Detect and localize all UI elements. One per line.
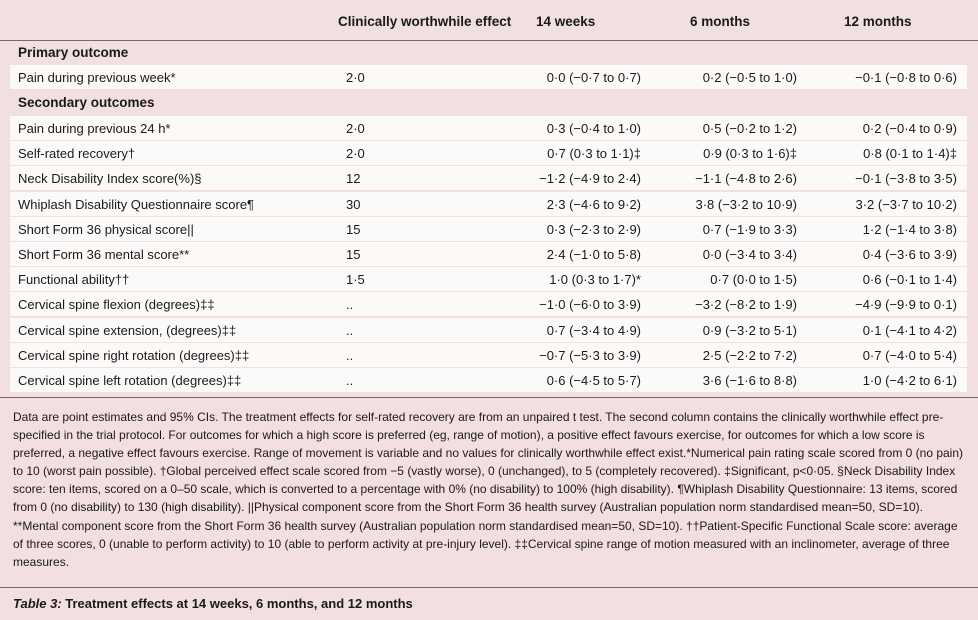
- effect-12-months-cell: 0·1 (−4·1 to 4·2): [862, 322, 957, 338]
- table-row: Cervical spine flexion (degrees)‡‡.. −1·0…: [10, 292, 967, 317]
- effect-12-months-cell: 3·2 (−3·7 to 10·2): [855, 196, 957, 212]
- effect-6-months-cell: 0·7 (−1·9 to 3·3): [702, 221, 797, 237]
- outcome-name-cell: Self-rated recovery†: [18, 146, 136, 162]
- header-worthwhile-effect: Clinically worthwhile effect: [338, 14, 512, 29]
- effect-6-months-cell: −3·2 (−8·2 to 1·9): [695, 297, 797, 313]
- worthwhile-effect-cell: 15: [346, 247, 361, 262]
- effect-6-months-cell: 0·2 (−0·5 to 1·0): [702, 70, 797, 85]
- effect-6-months-cell: 0·0 (−3·4 to 3·4): [702, 247, 797, 262]
- effect-12-months-cell: −0·1 (−3·8 to 3·5): [855, 171, 957, 187]
- effect-14-weeks-cell: 0·7 (0·3 to 1·1)‡: [547, 146, 641, 162]
- table-bottom-divider: [0, 397, 978, 398]
- effect-6-months-cell: 0·5 (−0·2 to 1·2): [702, 121, 797, 136]
- effect-12-months-cell: 0·6 (−0·1 to 1·4): [862, 272, 957, 288]
- outcome-name-cell: Short Form 36 mental score**: [18, 247, 190, 262]
- table-header-row: Clinically worthwhile effect 14 weeks 6 …: [0, 0, 978, 42]
- effect-14-weeks-cell: 2·4 (−1·0 to 5·8): [546, 247, 641, 262]
- worthwhile-effect-cell: 15: [346, 221, 361, 237]
- effect-14-weeks-cell: 2·3 (−4·6 to 9·2): [546, 196, 641, 212]
- worthwhile-effect-cell: 2·0: [346, 146, 365, 162]
- table-row: Cervical spine left rotation (degrees)‡‡…: [10, 368, 967, 392]
- table-row: Pain during previous 24 h* 2·0 0·3 (−0·4 t…: [10, 116, 967, 140]
- secondary-outcomes-heading: Secondary outcomes: [18, 95, 155, 110]
- table-row: Self-rated recovery† 2·0 0·7 (0·3 to 1·1)‡…: [10, 141, 967, 166]
- table-row: Whiplash Disability Questionnaire score¶…: [10, 191, 967, 216]
- outcome-name-cell: Cervical spine left rotation (degrees)‡‡: [18, 373, 242, 388]
- outcome-name-cell: Functional ability††: [18, 272, 130, 288]
- effect-12-months-cell: 0·4 (−3·6 to 3·9): [862, 247, 957, 262]
- worthwhile-effect-cell: ..: [346, 347, 354, 363]
- effect-6-months-cell: 0·9 (−3·2 to 5·1): [702, 322, 797, 338]
- caption-divider: [0, 587, 978, 588]
- effect-14-weeks-cell: −1·0 (−6·0 to 3·9): [539, 297, 641, 313]
- effect-6-months-cell: 0·7 (0·0 to 1·5): [710, 272, 797, 288]
- effect-12-months-cell: 1·2 (−1·4 to 3·8): [862, 221, 957, 237]
- worthwhile-effect-cell: ..: [346, 373, 354, 388]
- caption-label: Table 3:: [13, 596, 62, 611]
- outcome-name-cell: Cervical spine right rotation (degrees)‡…: [18, 347, 250, 363]
- worthwhile-effect-cell: 1·5: [346, 272, 365, 288]
- header-6-months: 6 months: [690, 14, 751, 29]
- effect-14-weeks-cell: 0·3 (−0·4 to 1·0): [546, 121, 641, 136]
- outcome-name-cell: Pain during previous week*: [18, 70, 176, 85]
- effect-14-weeks-cell: −0·7 (−5·3 to 3·9): [539, 347, 641, 363]
- worthwhile-effect-cell: 2·0: [346, 70, 365, 85]
- effect-12-months-cell: −4·9 (−9·9 to 0·1): [855, 297, 957, 313]
- table-caption: Table 3: Treatment effects at 14 weeks, …: [13, 596, 413, 611]
- effect-6-months-cell: −1·1 (−4·8 to 2·6): [695, 171, 797, 187]
- effect-6-months-cell: 2·5 (−2·2 to 7·2): [702, 347, 797, 363]
- effect-14-weeks-cell: 0·6 (−4·5 to 5·7): [546, 373, 641, 388]
- effect-12-months-cell: 0·7 (−4·0 to 5·4): [862, 347, 957, 363]
- outcome-name-cell: Neck Disability Index score(%)§: [18, 171, 202, 187]
- table-row: Short Form 36 mental score** 15 2·4 (−1·0 …: [10, 242, 967, 266]
- outcome-name-cell: Cervical spine extension, (degrees)‡‡: [18, 322, 237, 338]
- header-14-weeks: 14 weeks: [536, 14, 596, 29]
- effect-6-months-cell: 3·6 (−1·6 to 8·8): [702, 373, 797, 388]
- effect-6-months-cell: 3·8 (−3·2 to 10·9): [695, 196, 797, 212]
- caption-text: Treatment effects at 14 weeks, 6 months,…: [61, 596, 413, 611]
- worthwhile-effect-cell: 30: [346, 196, 361, 212]
- outcome-name-cell: Short Form 36 physical score||: [18, 221, 194, 237]
- table-row: Short Form 36 physical score|| 15 0·3 (−2·…: [10, 216, 967, 241]
- table-row: Cervical spine extension, (degrees)‡‡.. 0…: [10, 317, 967, 342]
- effect-12-months-cell: −0·1 (−0·8 to 0·6): [855, 70, 957, 85]
- worthwhile-effect-cell: 12: [346, 171, 361, 187]
- table-row: Cervical spine right rotation (degrees)‡…: [10, 342, 967, 367]
- effect-12-months-cell: 1·0 (−4·2 to 6·1): [862, 373, 957, 388]
- effect-14-weeks-cell: 0·7 (−3·4 to 4·9): [546, 322, 641, 338]
- effect-14-weeks-cell: −1·2 (−4·9 to 2·4): [539, 171, 641, 187]
- table-row: Functional ability†† 1·5 1·0 (0·3 to 1·7)*…: [10, 267, 967, 292]
- worthwhile-effect-cell: 2·0: [346, 121, 365, 136]
- worthwhile-effect-cell: ..: [346, 322, 354, 338]
- table-footnote: Data are point estimates and 95% CIs. Th…: [13, 410, 964, 569]
- header-12-months: 12 months: [844, 14, 912, 29]
- table-row: Neck Disability Index score(%)§ 12 −1·2 (−…: [10, 166, 967, 191]
- table-row: Pain during previous week* 2·0 0·0 (−0·7 t…: [10, 65, 967, 89]
- header-divider: [0, 40, 978, 41]
- outcome-name-cell: Cervical spine flexion (degrees)‡‡: [18, 297, 215, 313]
- effect-14-weeks-cell: 0·3 (−2·3 to 2·9): [546, 221, 641, 237]
- effect-12-months-cell: 0·2 (−0·4 to 0·9): [862, 121, 957, 136]
- effect-6-months-cell: 0·9 (0·3 to 1·6)‡: [703, 146, 797, 162]
- outcome-name-cell: Whiplash Disability Questionnaire score¶: [18, 196, 255, 212]
- worthwhile-effect-cell: ..: [346, 297, 354, 313]
- effect-14-weeks-cell: 0·0 (−0·7 to 0·7): [546, 70, 641, 85]
- effect-14-weeks-cell: 1·0 (0·3 to 1·7)*: [549, 272, 641, 288]
- effect-12-months-cell: 0·8 (0·1 to 1·4)‡: [863, 146, 957, 162]
- outcome-name-cell: Pain during previous 24 h*: [18, 121, 171, 136]
- primary-outcome-heading: Primary outcome: [18, 45, 129, 60]
